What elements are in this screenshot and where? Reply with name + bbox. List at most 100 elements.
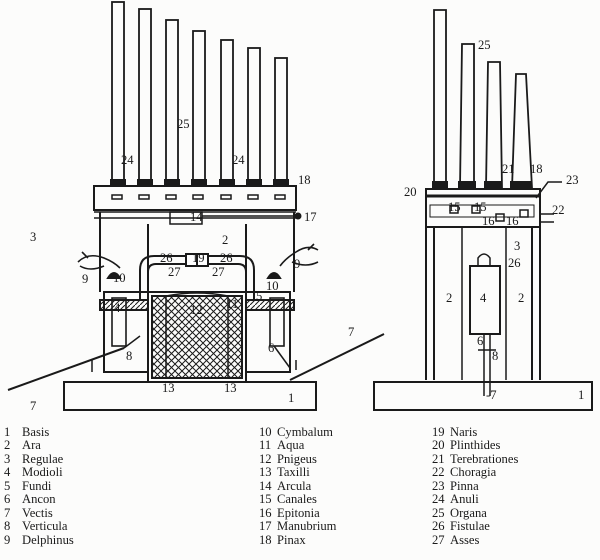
label: 10: [113, 271, 126, 285]
legend-item: 27 Asses: [432, 532, 518, 547]
hydraulis-diagram: 24 24 25 18 14 17 3 2 26 19 26 27 27 9 9…: [7, 1, 593, 413]
label: 24: [232, 153, 245, 167]
legend-term: Vectis: [22, 505, 53, 520]
legend-number: 3: [4, 451, 11, 466]
legend-number: 7: [4, 505, 11, 520]
legend-number: 24: [432, 492, 445, 507]
front-labels: 24 24 25 18 14 17 3 2 26 19 26 27 27 9 9…: [30, 117, 354, 413]
side-rings: [432, 181, 532, 189]
legend-column-2: 10 Cymbalum 11 Aqua 12 Pnigeus 13 Taxilli 14 Arcu…: [259, 425, 337, 547]
label: 15: [474, 200, 487, 214]
legend-item: 15 Canales: [259, 492, 336, 506]
front-levers: [7, 333, 385, 391]
label: 19: [192, 251, 205, 265]
label: 7: [348, 325, 354, 339]
legend-item: 2 Ara: [4, 438, 74, 453]
label: 3: [30, 230, 36, 244]
label: 8: [492, 349, 498, 363]
legend-term: Terebrationes: [450, 451, 519, 466]
legend-term: Aqua: [277, 438, 305, 453]
legend-number: 4: [4, 465, 11, 480]
legend-term: Pnigeus: [277, 451, 317, 466]
label: 25: [177, 117, 190, 131]
label: 22: [552, 203, 565, 217]
legend-number: 23: [432, 478, 445, 493]
legend-number: 17: [259, 519, 272, 534]
legend-item: 21 Terebrationes: [432, 451, 519, 466]
side-pipes: [433, 9, 533, 189]
legend-number: 19: [432, 425, 445, 439]
label: 14: [190, 210, 203, 224]
label: 2: [446, 291, 452, 305]
label: 27: [168, 265, 181, 279]
legend-term: Cymbalum: [277, 425, 333, 439]
legend-term: Epitonia: [277, 505, 320, 520]
label: 1: [578, 388, 584, 402]
legend-item: 8 Verticula: [4, 519, 74, 534]
legend-item: 3 Regulae: [4, 451, 74, 466]
front-wind-pipes: [139, 253, 255, 300]
legend-number: 21: [432, 451, 445, 466]
label: 2: [222, 233, 228, 247]
label: 16: [482, 214, 495, 228]
legend-number: 27: [432, 532, 445, 547]
legend-term: Plinthides: [450, 438, 501, 453]
label: 1: [288, 391, 294, 405]
legend-term: Fistulae: [450, 519, 490, 534]
legend-number: 2: [4, 438, 11, 453]
front-cymbala: [106, 272, 282, 279]
legend-term: Pinax: [277, 532, 306, 547]
label: 23: [566, 173, 579, 187]
front-basis: [63, 381, 317, 411]
side-view: 25 21 18 23 20 15 15 16 16 22 3 26 2 4 2…: [373, 9, 593, 411]
label: 9: [82, 272, 88, 286]
label: 13: [224, 381, 237, 395]
legend-item: 14 Arcula: [259, 479, 336, 493]
legend-term: Asses: [450, 532, 480, 547]
label: 27: [212, 265, 225, 279]
legend-number: 13: [259, 465, 272, 480]
legend-item: 7 Vectis: [4, 505, 74, 520]
legend-term: Delphinus: [22, 532, 74, 547]
front-water-chest: [147, 291, 247, 383]
legend-term: Anuli: [450, 492, 479, 507]
legend-term: Naris: [450, 425, 478, 439]
label: 24: [121, 153, 134, 167]
label: 2: [518, 291, 524, 305]
label: 25: [478, 38, 491, 52]
legend-number: 25: [432, 505, 445, 520]
legend-term: Taxilli: [277, 465, 310, 480]
label: 26: [508, 256, 521, 270]
legend-item: 1 Basis: [4, 425, 74, 439]
side-labels: 25 21 18 23 20 15 15 16 16 22 3 26 2 4 2…: [404, 38, 584, 402]
label: 26: [220, 251, 233, 265]
front-pipes: [111, 1, 288, 187]
label: 20: [404, 185, 417, 199]
side-basis: [373, 381, 593, 411]
legend-column-1: 1 Basis 2 Ara 3 Regulae 4 Modioli 5 Fundi 6 Ancon 7 V…: [4, 425, 74, 547]
label: 12: [190, 303, 203, 317]
legend-term: Manubrium: [277, 519, 337, 534]
legend-item: 22 Choragia: [432, 465, 518, 480]
legend-term: Fundi: [22, 478, 52, 493]
label: 16: [506, 214, 519, 228]
label: 15: [448, 200, 461, 214]
legend-item: 12 Pnigeus: [259, 451, 336, 466]
label: 17: [304, 210, 317, 224]
legend-term: Ara: [22, 438, 41, 453]
legend-number: 11: [259, 438, 272, 453]
legend-number: 5: [4, 478, 11, 493]
label: 21: [502, 162, 515, 176]
legend-item: 19 Naris: [432, 425, 518, 439]
legend-term: Modioli: [22, 465, 63, 480]
legend-number: 1: [4, 425, 11, 439]
legend-item: 11 Aqua: [259, 438, 336, 453]
legend-term: Choragia: [450, 465, 497, 480]
legend-number: 8: [4, 519, 11, 534]
label: 4: [114, 301, 121, 315]
legend-number: 26: [432, 519, 445, 534]
label: 7: [30, 399, 36, 413]
legend-term: Verticula: [22, 519, 68, 534]
front-dolphins: [77, 243, 319, 270]
side-modiolus: [469, 253, 501, 396]
